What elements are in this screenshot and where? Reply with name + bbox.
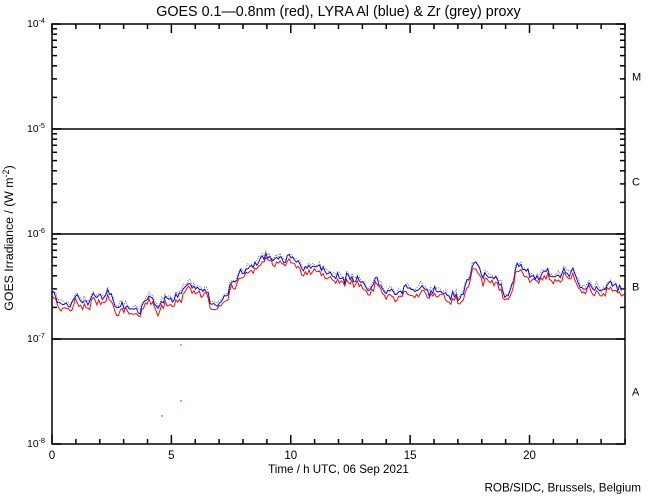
svg-text:10-6: 10-6 (27, 226, 45, 240)
svg-text:10-5: 10-5 (27, 121, 45, 135)
svg-text:15: 15 (404, 450, 417, 462)
svg-text:ROB/SIDC, Brussels, Belgium: ROB/SIDC, Brussels, Belgium (484, 482, 641, 495)
svg-text:M: M (632, 72, 641, 84)
svg-text:B: B (632, 282, 639, 294)
svg-text:GOES Irradiance / (W m-2): GOES Irradiance / (W m-2) (1, 165, 16, 310)
svg-text:10-7: 10-7 (27, 331, 45, 345)
svg-text:0: 0 (49, 450, 55, 462)
svg-text:GOES 0.1—0.8nm (red), LYRA Al: GOES 0.1—0.8nm (red), LYRA Al (blue) & Z… (156, 4, 521, 20)
svg-text:10-4: 10-4 (27, 16, 45, 30)
svg-text:10-8: 10-8 (27, 436, 45, 450)
svg-text:Time / h UTC, 06 Sep 2021: Time / h UTC, 06 Sep 2021 (268, 463, 409, 476)
svg-text:10: 10 (284, 450, 297, 462)
svg-text:20: 20 (523, 450, 536, 462)
svg-text:A: A (632, 387, 640, 399)
svg-text:5: 5 (168, 450, 174, 462)
svg-text:C: C (632, 177, 640, 189)
